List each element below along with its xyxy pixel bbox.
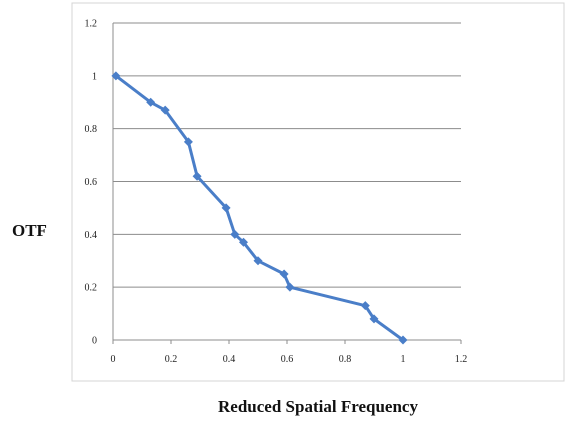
x-tick-label: 0.2	[165, 354, 178, 365]
data-point	[192, 171, 202, 181]
series-line	[114, 74, 405, 342]
x-axis-title: Reduced Spatial Frequency	[218, 397, 418, 416]
data-series	[111, 71, 408, 345]
y-tick-label: 0.2	[85, 283, 98, 294]
data-point	[230, 229, 240, 239]
y-tick-label: 0.4	[85, 230, 98, 241]
x-tick-labels: 0 0.2 0.4 0.6 0.8 1 1.2	[111, 354, 468, 365]
data-point	[160, 105, 170, 115]
data-point	[239, 237, 248, 247]
data-point	[279, 269, 289, 279]
grid-lines	[113, 22, 461, 288]
data-point	[398, 335, 408, 345]
y-tick-label: 0.8	[85, 124, 98, 135]
x-tick-label: 0.8	[339, 354, 352, 365]
data-point	[360, 301, 370, 311]
y-tick-label: 1.2	[85, 19, 98, 30]
y-tick-label: 1	[92, 71, 97, 82]
data-point	[253, 256, 263, 266]
data-point	[146, 97, 156, 107]
x-tick-label: 0	[111, 354, 116, 365]
x-tick-label: 1.2	[455, 354, 468, 365]
data-point	[111, 71, 121, 81]
x-tick-label: 1	[401, 354, 406, 365]
chart-frame	[71, 2, 565, 382]
x-tick-label: 0.4	[223, 354, 236, 365]
data-point	[183, 137, 193, 147]
y-tick-labels: 0 0.2 0.4 0.6 0.8 1 1.2	[85, 19, 98, 347]
data-point	[285, 282, 295, 292]
y-tick-label: 0	[92, 336, 97, 347]
y-tick-label: 0.6	[85, 177, 98, 188]
data-point	[221, 203, 231, 213]
x-tick-label: 0.6	[281, 354, 294, 365]
data-point	[369, 314, 379, 324]
y-axis-title: OTF	[12, 221, 47, 240]
